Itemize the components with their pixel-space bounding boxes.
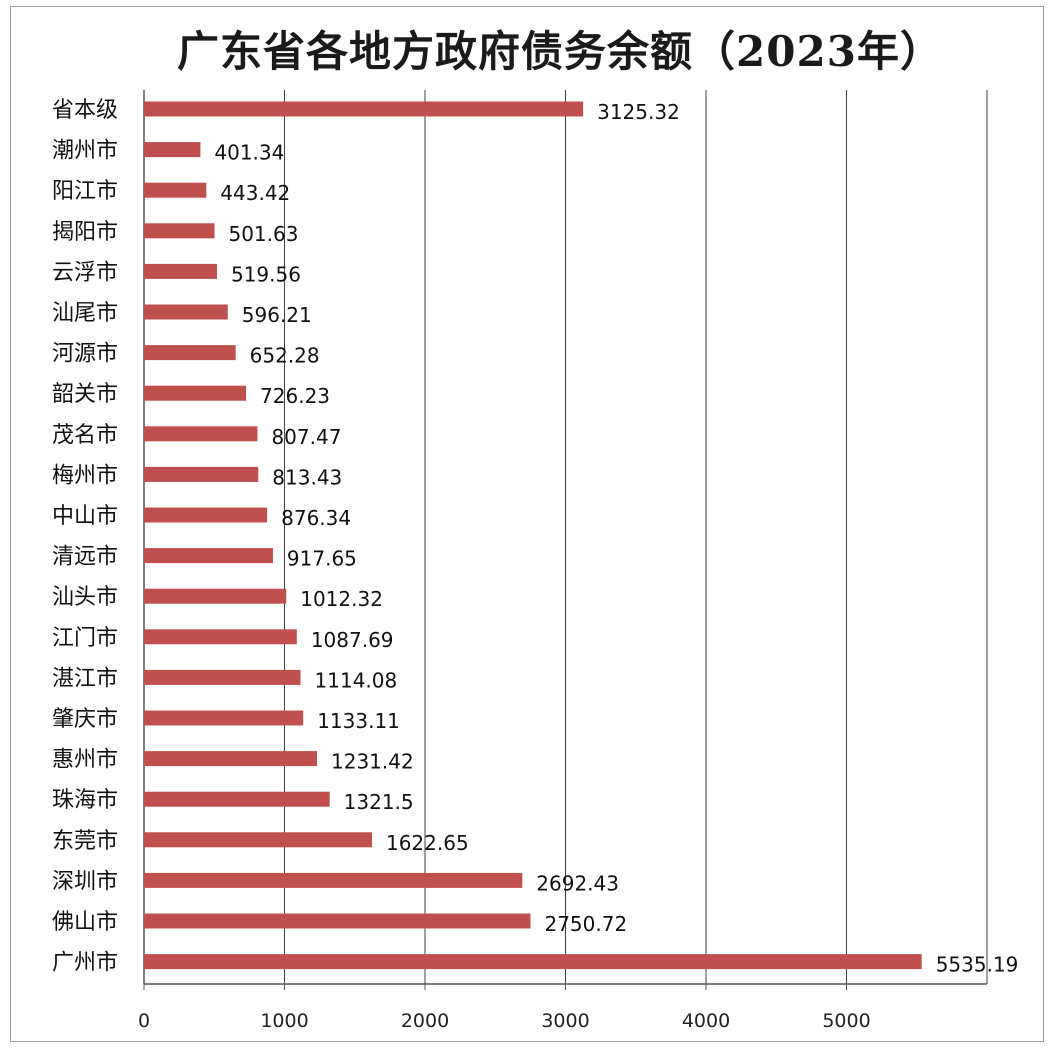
bar (144, 345, 236, 361)
bar (144, 751, 318, 767)
data-label: 1012.32 (300, 587, 383, 611)
category-label: 河源市 (52, 342, 118, 367)
data-label: 501.63 (228, 222, 298, 246)
category-label: 清远市 (52, 545, 118, 570)
x-tick-label: 4000 (682, 1010, 730, 1032)
bar (144, 588, 287, 604)
category-label: 肇庆市 (52, 707, 118, 732)
category-label: 韶关市 (52, 382, 118, 407)
bar (144, 101, 584, 117)
data-label: 2750.72 (544, 912, 627, 936)
bar (144, 669, 301, 685)
category-label: 省本级 (52, 98, 118, 123)
x-tick-label: 5000 (822, 1010, 870, 1032)
bar (144, 385, 247, 401)
bar (144, 182, 207, 198)
category-label: 佛山市 (52, 910, 118, 935)
data-label: 1321.5 (344, 790, 414, 814)
bar (144, 223, 215, 239)
bar (144, 548, 273, 564)
bar (144, 710, 304, 726)
data-label: 596.21 (242, 303, 312, 327)
category-label: 湛江市 (52, 666, 118, 691)
category-label: 珠海市 (52, 788, 118, 813)
bar (144, 629, 297, 645)
chart-title: 广东省各地方政府债务余额（2023年） (177, 27, 943, 76)
category-label: 中山市 (52, 504, 118, 529)
data-label: 876.34 (281, 506, 351, 530)
category-label: 梅州市 (52, 463, 118, 488)
data-label: 1622.65 (386, 831, 469, 855)
bar (144, 263, 217, 279)
bar (144, 832, 372, 848)
data-label: 1087.69 (311, 628, 394, 652)
category-label: 汕头市 (52, 585, 118, 610)
category-label: 汕尾市 (52, 301, 118, 326)
bar (144, 142, 201, 158)
bar (144, 304, 228, 320)
category-label: 广州市 (52, 951, 118, 976)
bar (144, 791, 330, 807)
data-label: 1114.08 (315, 668, 398, 692)
data-label: 2692.43 (536, 871, 619, 895)
category-label: 云浮市 (52, 260, 118, 285)
data-label: 807.47 (271, 425, 341, 449)
data-label: 1231.42 (331, 750, 414, 774)
data-label: 726.23 (260, 384, 330, 408)
data-label: 917.65 (287, 547, 357, 571)
bar (144, 954, 922, 970)
data-label: 519.56 (231, 262, 301, 286)
category-label: 潮州市 (52, 139, 118, 164)
bar (144, 913, 531, 929)
x-tick-label: 1000 (260, 1010, 308, 1032)
category-label: 东莞市 (52, 829, 118, 854)
bar (144, 872, 523, 888)
data-label: 813.43 (272, 465, 342, 489)
category-label: 茂名市 (52, 423, 118, 448)
bar (144, 507, 268, 523)
x-tick-label: 2000 (401, 1010, 449, 1032)
x-tick-label: 3000 (541, 1010, 589, 1032)
chart-frame (10, 6, 1044, 1042)
category-label: 深圳市 (52, 869, 118, 894)
category-label: 惠州市 (52, 748, 118, 773)
data-label: 443.42 (220, 181, 290, 205)
bar (144, 466, 259, 482)
category-label: 阳江市 (52, 179, 118, 204)
data-label: 5535.19 (936, 953, 1019, 977)
category-label: 江门市 (52, 626, 118, 651)
bar (144, 426, 258, 442)
data-label: 3125.32 (597, 100, 680, 124)
data-label: 1133.11 (317, 709, 400, 733)
data-label: 401.34 (214, 141, 284, 165)
data-label: 652.28 (250, 344, 320, 368)
category-label: 揭阳市 (52, 220, 118, 245)
x-tick-label: 0 (138, 1010, 150, 1032)
